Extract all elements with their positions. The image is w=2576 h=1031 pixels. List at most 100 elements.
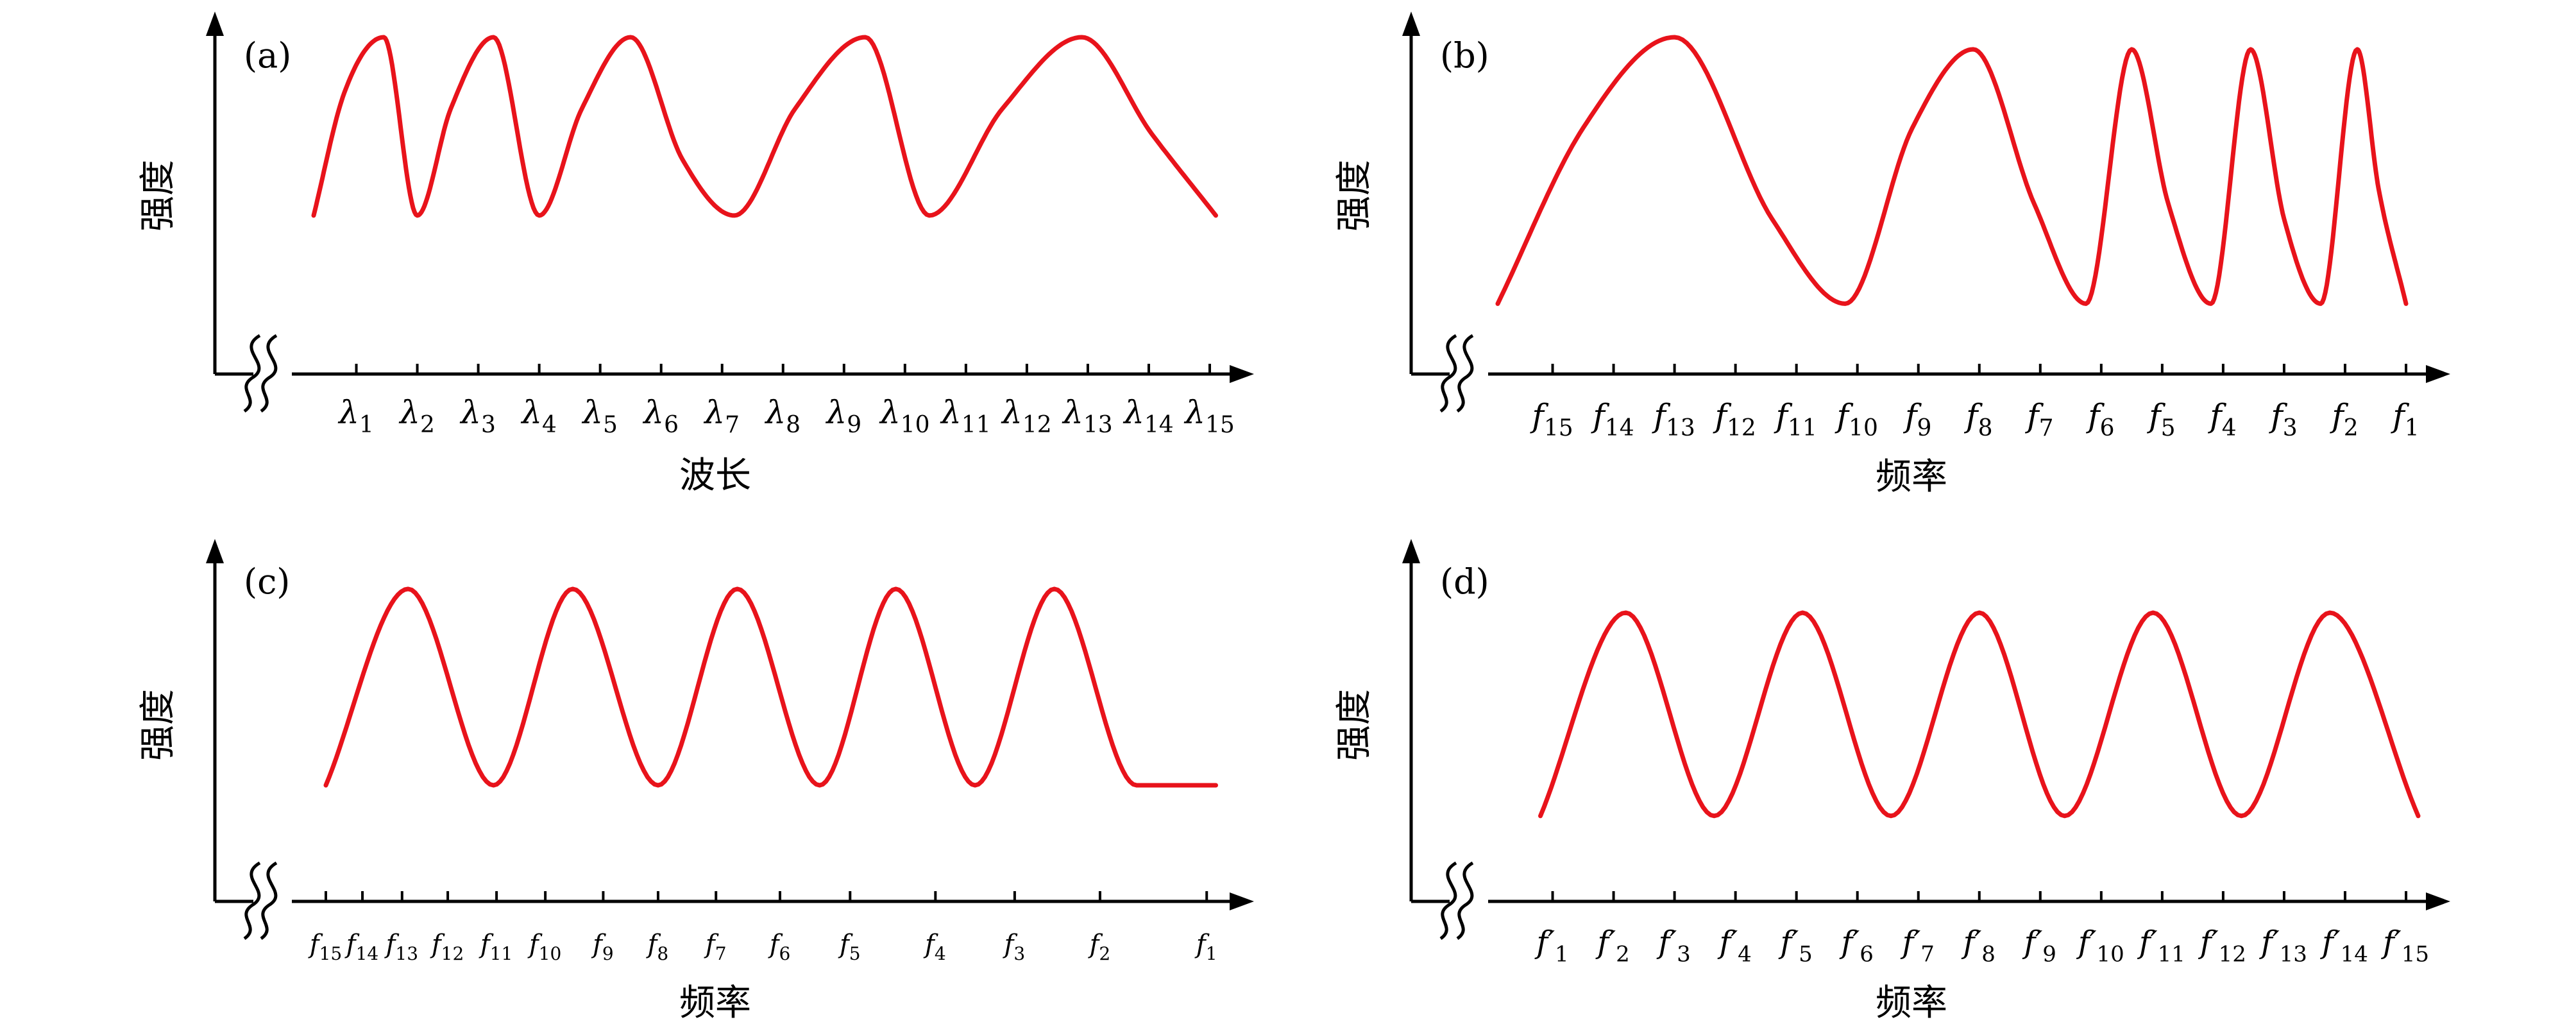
x-tick-label: λ7 xyxy=(703,394,740,438)
x-tick-label: λ1 xyxy=(337,394,374,438)
x-tick-label-subscript: 3 xyxy=(1677,941,1691,967)
y-axis-arrow xyxy=(206,539,224,563)
x-tick-label-base: λ xyxy=(825,394,847,431)
axis-break-mark xyxy=(1439,861,1457,941)
x-tick-label: f9 xyxy=(591,930,614,964)
x-tick-label: λ6 xyxy=(642,394,679,438)
x-tick-label-base: λ xyxy=(398,394,420,431)
x-tick-label-base: λ xyxy=(1062,394,1083,431)
axis-break-mark xyxy=(1456,861,1474,941)
x-tick-label-subscript: 7 xyxy=(1920,941,1935,967)
x-tick-label: f′6 xyxy=(1840,924,1874,967)
x-tick-label-subscript: 2 xyxy=(2344,415,2359,441)
panel-b: f15 f14 f13 f12 f11 f10 f9 f8 f7 f6 f5 f4 f3 f2 f1 (b) 强… xyxy=(1334,12,2450,498)
y-axis-title: 强度 xyxy=(1334,160,1375,232)
x-tick-label: f8 xyxy=(1963,397,1992,441)
x-tick-label-subscript: 8 xyxy=(1981,941,1996,967)
x-tick-label-subscript: 6 xyxy=(2100,415,2115,441)
x-tick-label-subscript: 14 xyxy=(2341,941,2368,967)
x-tick-label-base: λ xyxy=(581,394,603,431)
x-tick-label-subscript: 5 xyxy=(2161,415,2176,441)
x-tick-label: f2 xyxy=(2329,397,2358,441)
x-tick-label-base: λ xyxy=(764,394,786,431)
x-tick-label-subscript: 3 xyxy=(481,412,496,438)
x-tick-label: f3 xyxy=(2268,397,2297,441)
x-tick-label: f10 xyxy=(527,930,561,964)
x-tick-label-subscript: 10 xyxy=(901,412,930,438)
x-tick-label-subscript: 13 xyxy=(2280,941,2307,967)
x-tick-label-subscript: 9 xyxy=(602,943,614,964)
series-line xyxy=(1495,35,2409,306)
x-tick-label-subscript: 11 xyxy=(490,943,513,964)
x-tick-label: f2 xyxy=(1088,930,1111,964)
y-axis-title: 强度 xyxy=(137,689,179,761)
x-tick-label-subscript: 9 xyxy=(847,412,861,438)
x-axis-title: 频率 xyxy=(1876,456,1947,498)
x-tick-label: f′9 xyxy=(2022,924,2056,967)
x-tick-label-base: f′ xyxy=(2022,924,2043,960)
x-axis-arrow xyxy=(2426,892,2450,910)
x-tick-label: f6 xyxy=(2085,397,2114,441)
x-tick-label-base: λ xyxy=(459,394,481,431)
x-tick-label-base: f′ xyxy=(2076,924,2097,960)
axis-break-mark xyxy=(260,334,278,413)
x-tick-label-base: λ xyxy=(1123,394,1144,431)
panel-label: (d) xyxy=(1440,561,1489,602)
x-tick-label-subscript: 2 xyxy=(420,412,435,438)
x-tick-label-subscript: 12 xyxy=(2219,941,2246,967)
x-tick-label: f13 xyxy=(1651,397,1695,441)
axis-break-mark xyxy=(243,334,261,413)
x-tick-label: f′12 xyxy=(2198,924,2246,967)
axis-break-mark xyxy=(260,861,278,941)
x-axis-arrow xyxy=(1230,365,1254,383)
y-axis-arrow xyxy=(206,12,224,36)
x-tick-label-subscript: 7 xyxy=(2039,415,2054,441)
x-tick-label: f′3 xyxy=(1656,924,1690,967)
x-tick-label: λ11 xyxy=(940,394,991,438)
x-tick-label-base: λ xyxy=(520,394,542,431)
panel-c: f15 f14 f13 f12 f11 f10 f9 f8 f7 f6 f5 f4 f3 f2 f1 (c) 强… xyxy=(137,539,1254,1024)
x-tick-label: f7 xyxy=(2024,397,2053,441)
x-tick-label: f′2 xyxy=(1595,924,1629,967)
x-axis-arrow xyxy=(1230,892,1254,910)
x-tick-label-subscript: 15 xyxy=(1205,412,1235,438)
x-tick-label-subscript: 10 xyxy=(539,943,562,964)
x-tick-label-subscript: 5 xyxy=(603,412,618,438)
x-tick-label-base: f′ xyxy=(1717,924,1738,960)
x-tick-label-subscript: 3 xyxy=(1013,943,1025,964)
x-tick-label-subscript: 9 xyxy=(2042,941,2056,967)
y-axis-arrow xyxy=(1402,12,1420,36)
x-tick-label-subscript: 2 xyxy=(1616,941,1630,967)
x-tick-label: f′4 xyxy=(1717,924,1751,967)
x-tick-label-subscript: 7 xyxy=(725,412,740,438)
x-tick-label: f′8 xyxy=(1962,924,1996,967)
x-tick-label: λ15 xyxy=(1183,394,1235,438)
x-tick-label-subscript: 6 xyxy=(779,943,791,964)
x-tick-label-base: f′ xyxy=(1840,924,1860,960)
x-tick-label: f′5 xyxy=(1779,924,1813,967)
panel-a: λ1 λ2 λ3 λ4 λ5 λ6 λ7 λ8 λ9 λ10 λ11 λ12 λ13 λ14 λ15(a)强… xyxy=(137,12,1254,497)
x-tick-label-subscript: 15 xyxy=(319,943,343,964)
panel-label: (a) xyxy=(244,35,291,76)
x-tick-label-base: λ xyxy=(337,394,359,431)
x-tick-label: f14 xyxy=(344,930,378,964)
x-tick-label: f5 xyxy=(838,930,861,964)
x-axis-title: 波长 xyxy=(679,455,751,497)
x-tick-label: f15 xyxy=(1529,397,1573,441)
x-tick-label: f′14 xyxy=(2320,924,2368,967)
x-tick-label-subscript: 10 xyxy=(1849,415,1878,441)
x-tick-label-subscript: 3 xyxy=(2283,415,2298,441)
x-tick-label: f10 xyxy=(1835,397,1878,441)
x-tick-label-subscript: 12 xyxy=(441,943,464,964)
x-tick-label-subscript: 13 xyxy=(1083,412,1113,438)
x-tick-label-subscript: 2 xyxy=(1099,943,1110,964)
x-tick-label-base: f′ xyxy=(2381,924,2402,960)
x-tick-label-base: f′ xyxy=(2198,924,2219,960)
x-tick-label-subscript: 8 xyxy=(786,412,801,438)
x-tick-label-subscript: 12 xyxy=(1022,412,1052,438)
x-tick-label-subscript: 1 xyxy=(359,412,374,438)
y-axis-title: 强度 xyxy=(1334,689,1375,761)
x-tick-label: f4 xyxy=(2207,397,2236,441)
x-tick-label-base: f′ xyxy=(1595,924,1616,960)
